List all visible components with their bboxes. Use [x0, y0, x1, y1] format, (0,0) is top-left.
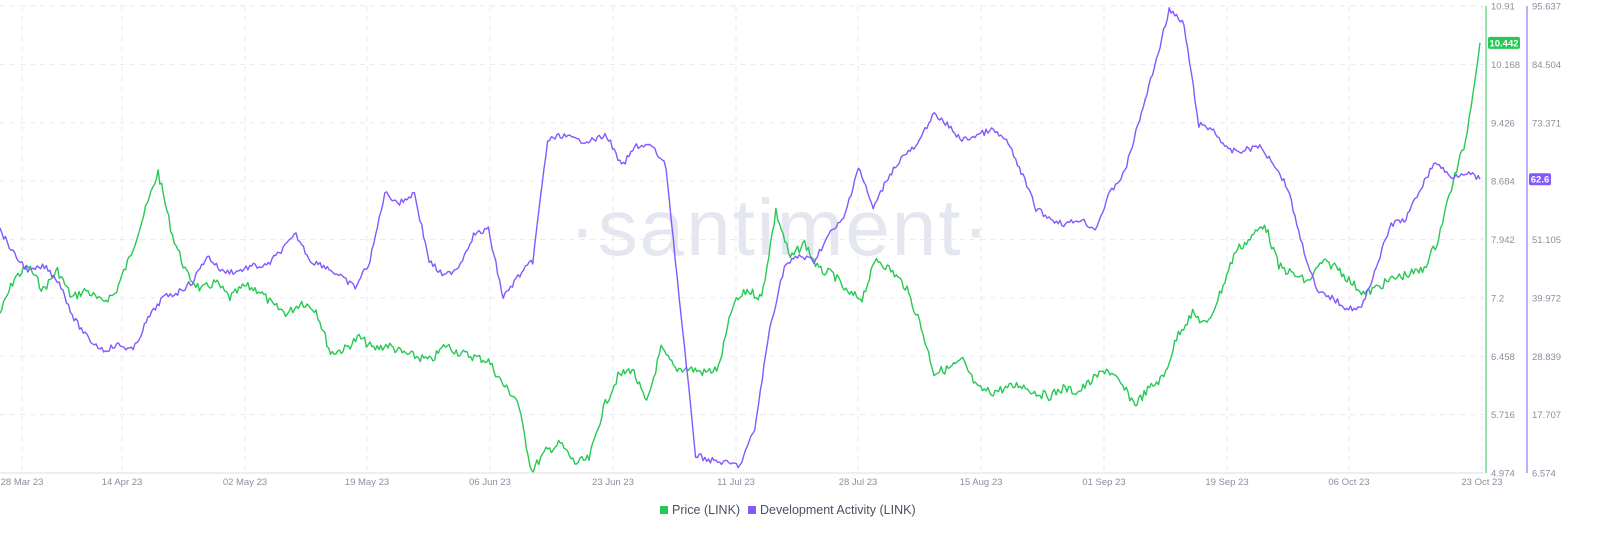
x-axis-tick: 19 Sep 23: [1205, 477, 1248, 488]
x-axis-tick: 02 May 23: [223, 477, 267, 488]
price-axis-tick: 6.458: [1491, 352, 1515, 363]
price-axis-tick: 7.2: [1491, 293, 1504, 304]
dev-axis-tick: 73.371: [1532, 118, 1561, 129]
price-current-value: 10.442: [1489, 38, 1518, 49]
x-axis-tick: 28 Mar 23: [1, 477, 44, 488]
watermark-text: ·santiment·: [569, 183, 991, 272]
legend-item-price[interactable]: Price (LINK): [660, 503, 740, 517]
legend: Price (LINK) Development Activity (LINK): [660, 503, 916, 517]
price-axis-tick: 9.426: [1491, 118, 1515, 129]
price-axis-tick: 10.168: [1491, 60, 1520, 71]
legend-label: Price (LINK): [672, 503, 740, 517]
price-line: [0, 42, 1481, 473]
x-axis-tick: 28 Jul 23: [839, 477, 878, 488]
axes: 10.91 95.637 10.168 84.504 9.426 73.371 8.684 6…: [0, 2, 1561, 488]
dev-axis-tick: 95.637: [1532, 2, 1561, 13]
x-axis-tick: 01 Sep 23: [1082, 477, 1125, 488]
series-layer: [0, 6, 1481, 473]
price-current-badge: [1488, 36, 1520, 49]
dev-axis-tick: 28.839: [1532, 352, 1561, 363]
x-axis-tick: 06 Jun 23: [469, 477, 511, 488]
dev-axis-tick: 17.707: [1532, 410, 1561, 421]
legend-label: Development Activity (LINK): [760, 503, 916, 517]
legend-item-dev[interactable]: Development Activity (LINK): [748, 503, 916, 517]
price-axis-tick: 7.942: [1491, 235, 1515, 246]
dev-axis-tick: 6.574: [1532, 469, 1556, 480]
dev-axis-tick: 84.504: [1532, 60, 1561, 71]
x-axis-tick: 11 Jul 23: [717, 477, 755, 488]
dev-axis-tick: 39.972: [1532, 293, 1561, 304]
dev-current-badge: [1529, 173, 1551, 186]
x-axis-tick: 19 May 23: [345, 477, 389, 488]
x-axis-tick: 23 Oct 23: [1461, 477, 1502, 488]
price-axis-tick: 5.716: [1491, 410, 1515, 421]
legend-swatch: [748, 506, 756, 514]
price-axis-tick: 10.91: [1491, 2, 1515, 13]
legend-swatch: [660, 506, 668, 514]
x-axis-tick: 14 Apr 23: [102, 477, 143, 488]
dev-axis-tick: 51.105: [1532, 235, 1561, 246]
dev-activity-line: [0, 6, 1481, 469]
x-axis-tick: 15 Aug 23: [960, 477, 1003, 488]
x-axis-tick: 06 Oct 23: [1328, 477, 1369, 488]
price-axis-tick: 8.684: [1491, 177, 1515, 188]
dev-current-value: 62.6: [1531, 175, 1550, 186]
x-axis-tick: 23 Jun 23: [592, 477, 634, 488]
price-axis-tick: 4.974: [1491, 469, 1515, 480]
